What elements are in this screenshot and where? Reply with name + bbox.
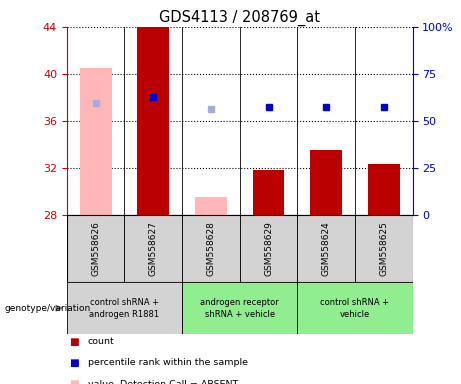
- Text: GSM558627: GSM558627: [149, 221, 158, 276]
- Text: GSM558629: GSM558629: [264, 221, 273, 276]
- Bar: [124, 215, 182, 282]
- Text: GSM558628: GSM558628: [207, 221, 215, 276]
- Bar: [182, 215, 240, 282]
- Text: androgen receptor
shRNA + vehicle: androgen receptor shRNA + vehicle: [201, 298, 279, 319]
- Title: GDS4113 / 208769_at: GDS4113 / 208769_at: [159, 9, 320, 25]
- Bar: [297, 215, 355, 282]
- Text: control shRNA +
androgen R1881: control shRNA + androgen R1881: [89, 298, 160, 319]
- Bar: [310, 151, 342, 215]
- Bar: [240, 215, 297, 282]
- Bar: [297, 282, 413, 334]
- Text: value, Detection Call = ABSENT: value, Detection Call = ABSENT: [88, 379, 238, 384]
- Bar: [355, 215, 413, 282]
- Text: count: count: [88, 337, 114, 346]
- Bar: [253, 170, 284, 215]
- Bar: [137, 27, 169, 215]
- Text: ■: ■: [69, 337, 79, 347]
- Text: genotype/variation: genotype/variation: [5, 304, 91, 313]
- Text: GSM558626: GSM558626: [91, 221, 100, 276]
- Text: control shRNA +
vehicle: control shRNA + vehicle: [320, 298, 390, 319]
- Text: ■: ■: [69, 379, 79, 384]
- Bar: [67, 215, 124, 282]
- Text: GSM558624: GSM558624: [322, 221, 331, 276]
- Bar: [67, 282, 182, 334]
- Bar: [80, 68, 112, 215]
- Text: ■: ■: [69, 358, 79, 368]
- Text: percentile rank within the sample: percentile rank within the sample: [88, 358, 248, 367]
- Bar: [195, 197, 227, 215]
- Text: GSM558625: GSM558625: [379, 221, 388, 276]
- Bar: [182, 282, 297, 334]
- Bar: [368, 164, 400, 215]
